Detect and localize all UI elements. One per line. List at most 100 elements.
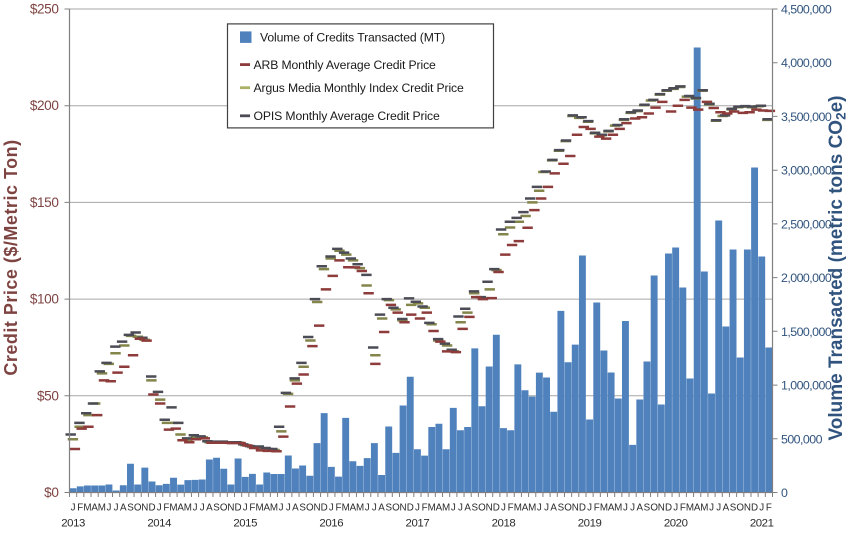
svg-text:A: A bbox=[637, 503, 644, 514]
svg-text:0: 0 bbox=[781, 486, 788, 500]
svg-text:D: D bbox=[407, 503, 414, 514]
svg-text:A: A bbox=[550, 503, 557, 514]
svg-text:J: J bbox=[544, 503, 549, 514]
svg-text:D: D bbox=[493, 503, 500, 514]
svg-text:A: A bbox=[292, 503, 299, 514]
svg-text:N: N bbox=[141, 503, 148, 514]
svg-text:3,500,000: 3,500,000 bbox=[781, 110, 832, 124]
svg-text:O: O bbox=[564, 503, 572, 514]
svg-text:A: A bbox=[723, 503, 730, 514]
svg-text:A: A bbox=[91, 503, 98, 514]
svg-text:J: J bbox=[458, 503, 463, 514]
svg-text:2018: 2018 bbox=[492, 518, 516, 530]
svg-text:J: J bbox=[587, 503, 592, 514]
svg-text:2021: 2021 bbox=[750, 518, 774, 530]
svg-text:1,000,000: 1,000,000 bbox=[781, 379, 832, 393]
svg-text:A: A bbox=[608, 503, 615, 514]
svg-text:M: M bbox=[169, 503, 177, 514]
svg-text:$100: $100 bbox=[30, 292, 59, 307]
svg-text:F: F bbox=[594, 503, 600, 514]
svg-text:J: J bbox=[372, 503, 377, 514]
svg-text:N: N bbox=[744, 503, 751, 514]
svg-text:A: A bbox=[436, 503, 443, 514]
svg-text:M: M bbox=[528, 503, 536, 514]
svg-text:J: J bbox=[709, 503, 714, 514]
svg-text:O: O bbox=[134, 503, 142, 514]
svg-text:2016: 2016 bbox=[319, 518, 343, 530]
svg-text:A: A bbox=[120, 503, 127, 514]
svg-text:Volume Transacted (metric tons: Volume Transacted (metric tons CO2e) bbox=[826, 95, 849, 440]
svg-text:D: D bbox=[751, 503, 758, 514]
svg-text:$200: $200 bbox=[30, 98, 59, 113]
svg-text:J: J bbox=[279, 503, 284, 514]
svg-text:J: J bbox=[451, 503, 456, 514]
svg-text:F: F bbox=[508, 503, 514, 514]
svg-text:M: M bbox=[514, 503, 522, 514]
svg-text:J: J bbox=[114, 503, 119, 514]
svg-text:S: S bbox=[213, 503, 220, 514]
svg-text:J: J bbox=[673, 503, 678, 514]
svg-text:ARB Monthly Average Credit Pri: ARB Monthly Average Credit Price bbox=[254, 58, 437, 72]
svg-text:J: J bbox=[193, 503, 198, 514]
svg-text:A: A bbox=[522, 503, 529, 514]
svg-text:M: M bbox=[428, 503, 436, 514]
svg-text:F: F bbox=[77, 503, 83, 514]
svg-text:S: S bbox=[644, 503, 651, 514]
svg-text:J: J bbox=[286, 503, 291, 514]
svg-text:M: M bbox=[600, 503, 608, 514]
svg-text:3,000,000: 3,000,000 bbox=[781, 164, 832, 178]
svg-text:2015: 2015 bbox=[233, 518, 257, 530]
svg-text:N: N bbox=[313, 503, 320, 514]
svg-text:2020: 2020 bbox=[664, 518, 688, 530]
svg-text:F: F bbox=[422, 503, 428, 514]
svg-text:N: N bbox=[400, 503, 407, 514]
svg-text:N: N bbox=[572, 503, 579, 514]
svg-text:2013: 2013 bbox=[61, 518, 85, 530]
svg-text:A: A bbox=[378, 503, 385, 514]
svg-text:M: M bbox=[184, 503, 192, 514]
svg-text:A: A bbox=[350, 503, 357, 514]
svg-text:O: O bbox=[306, 503, 314, 514]
svg-text:$50: $50 bbox=[37, 388, 59, 403]
svg-text:Credit Price ($/Metric Ton): Credit Price ($/Metric Ton) bbox=[1, 139, 21, 375]
svg-text:500,000: 500,000 bbox=[781, 432, 823, 446]
svg-text:J: J bbox=[200, 503, 205, 514]
svg-text:J: J bbox=[716, 503, 721, 514]
svg-text:2019: 2019 bbox=[578, 518, 602, 530]
svg-text:F: F bbox=[766, 503, 772, 514]
svg-text:M: M bbox=[256, 503, 264, 514]
svg-text:J: J bbox=[623, 503, 628, 514]
svg-text:A: A bbox=[464, 503, 471, 514]
svg-text:J: J bbox=[759, 503, 764, 514]
svg-text:2014: 2014 bbox=[147, 518, 171, 530]
svg-text:Argus Media Monthly Index Cred: Argus Media Monthly Index Credit Price bbox=[254, 81, 465, 95]
svg-text:D: D bbox=[579, 503, 586, 514]
svg-text:M: M bbox=[686, 503, 694, 514]
svg-text:M: M bbox=[614, 503, 622, 514]
svg-text:J: J bbox=[501, 503, 506, 514]
svg-text:M: M bbox=[356, 503, 364, 514]
svg-text:4,500,000: 4,500,000 bbox=[781, 3, 832, 17]
svg-text:N: N bbox=[658, 503, 665, 514]
svg-text:A: A bbox=[206, 503, 213, 514]
svg-text:J: J bbox=[243, 503, 248, 514]
svg-text:M: M bbox=[98, 503, 106, 514]
svg-text:O: O bbox=[220, 503, 228, 514]
svg-text:J: J bbox=[157, 503, 162, 514]
svg-text:S: S bbox=[127, 503, 134, 514]
svg-text:J: J bbox=[630, 503, 635, 514]
svg-text:4,000,000: 4,000,000 bbox=[781, 56, 832, 70]
svg-text:D: D bbox=[665, 503, 672, 514]
svg-text:J: J bbox=[106, 503, 111, 514]
svg-text:D: D bbox=[235, 503, 242, 514]
svg-text:1,500,000: 1,500,000 bbox=[781, 325, 832, 339]
svg-text:J: J bbox=[365, 503, 370, 514]
svg-text:M: M bbox=[83, 503, 91, 514]
svg-text:A: A bbox=[177, 503, 184, 514]
svg-text:S: S bbox=[558, 503, 565, 514]
svg-text:S: S bbox=[730, 503, 737, 514]
svg-text:M: M bbox=[700, 503, 708, 514]
svg-text:M: M bbox=[442, 503, 450, 514]
svg-text:F: F bbox=[163, 503, 169, 514]
svg-text:F: F bbox=[680, 503, 686, 514]
